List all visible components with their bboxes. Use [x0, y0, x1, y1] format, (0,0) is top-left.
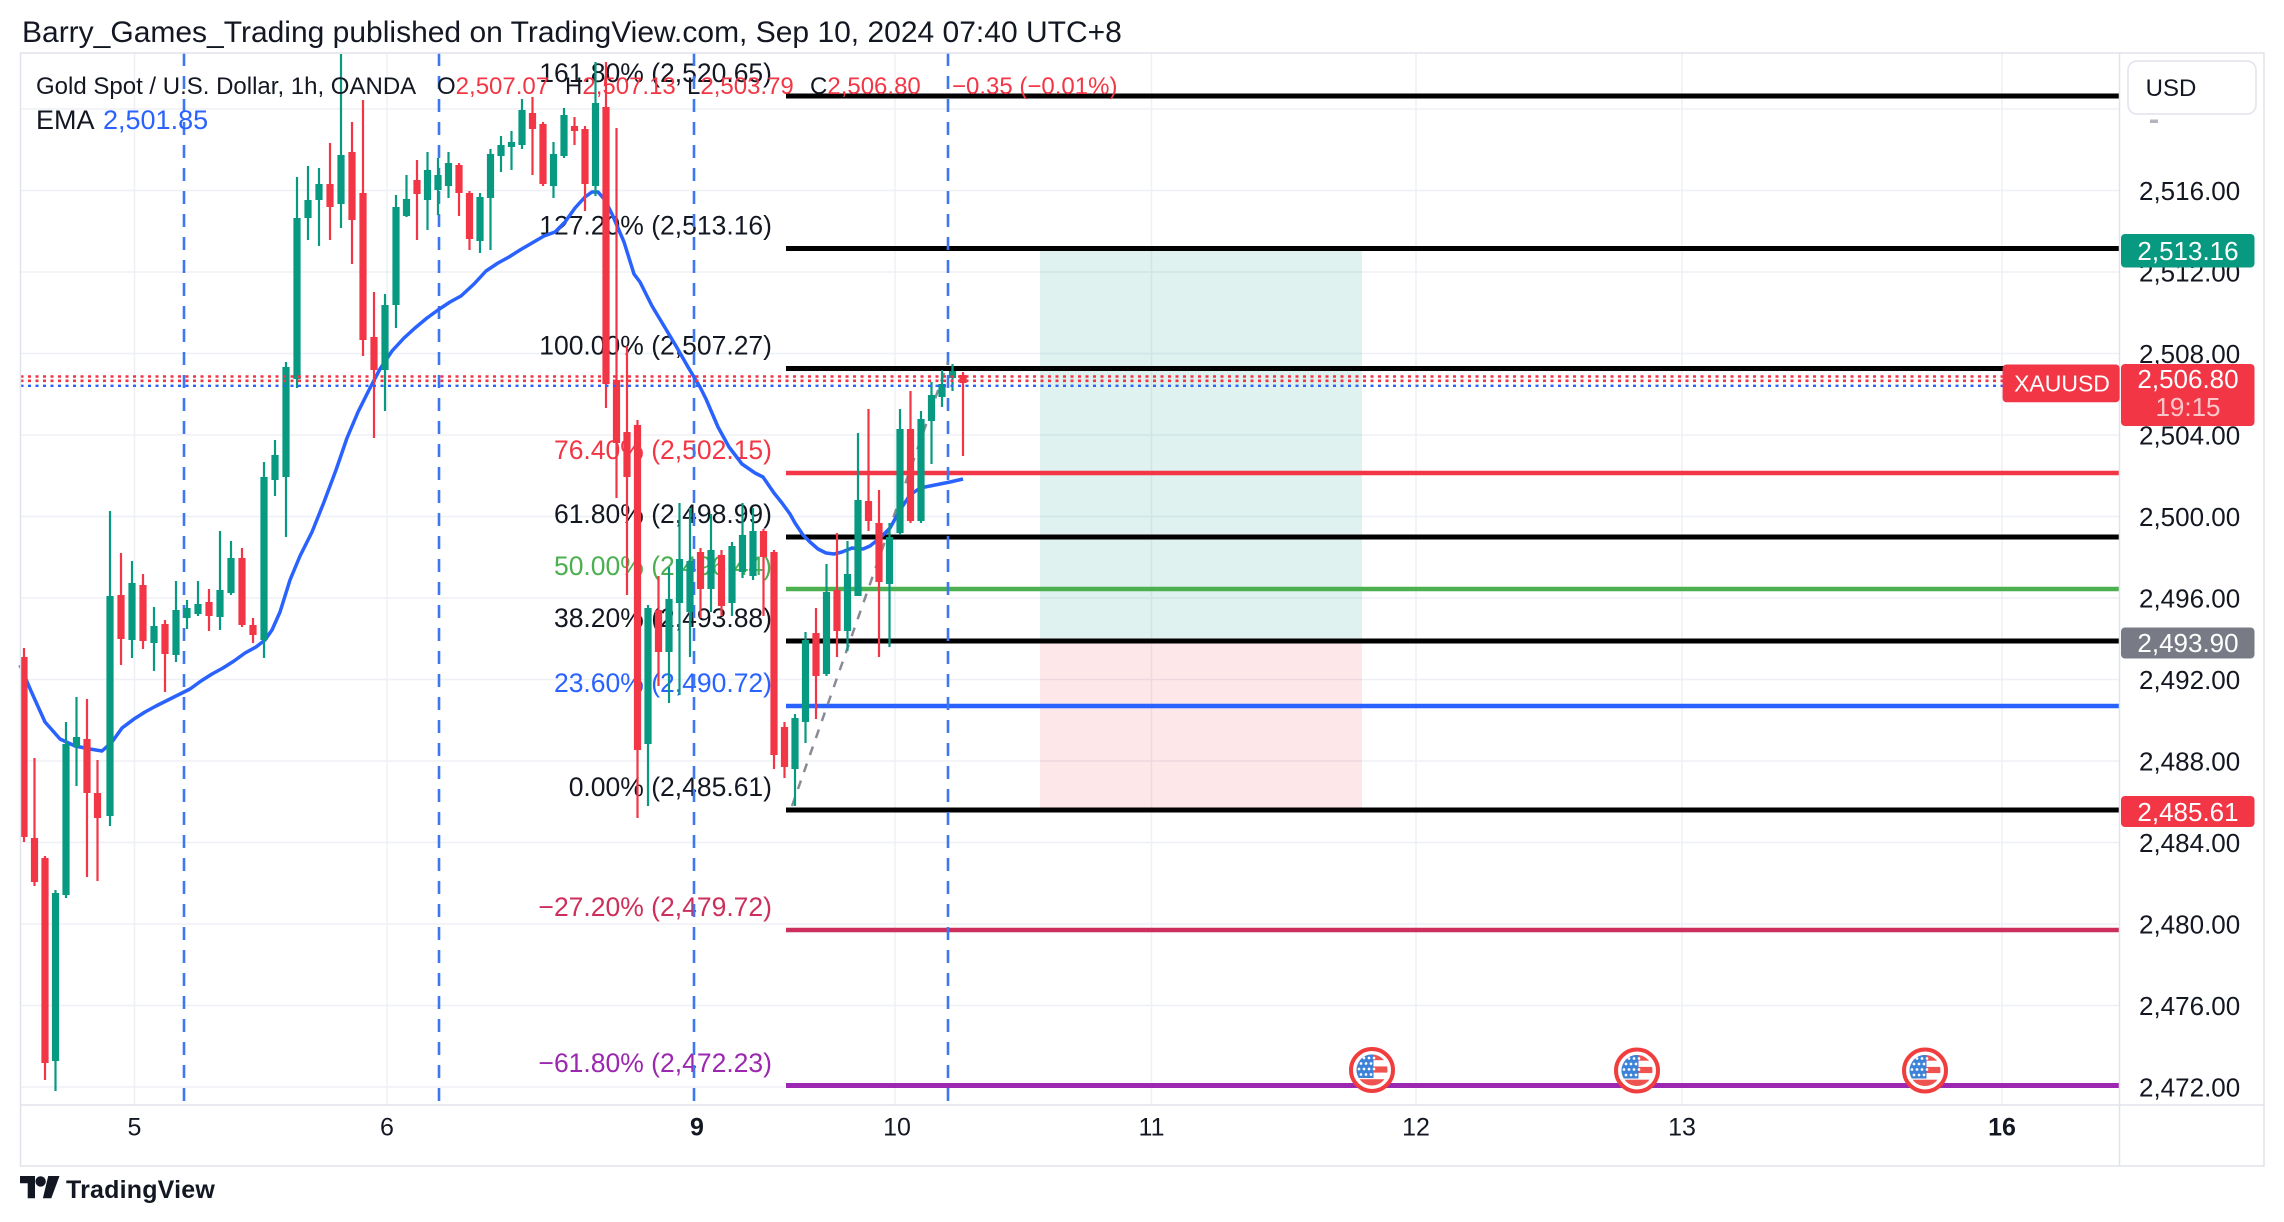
svg-text:2,508.00: 2,508.00: [2139, 339, 2240, 369]
svg-text:76.40% (2,502.15): 76.40% (2,502.15): [554, 435, 772, 465]
svg-text:2,480.00: 2,480.00: [2139, 909, 2240, 939]
svg-text:2,500.00: 2,500.00: [2139, 502, 2240, 532]
svg-text:2,501.85: 2,501.85: [103, 105, 208, 135]
svg-text:9: 9: [690, 1114, 704, 1142]
svg-text:2,476.00: 2,476.00: [2139, 991, 2240, 1021]
svg-text:2,485.61: 2,485.61: [2137, 797, 2238, 827]
svg-text:−61.80% (2,472.23): −61.80% (2,472.23): [538, 1048, 772, 1078]
svg-text:161.80% (2,520.65): 161.80% (2,520.65): [539, 58, 772, 88]
svg-text:0.00% (2,485.61): 0.00% (2,485.61): [569, 772, 772, 802]
svg-text:XAUUSD: XAUUSD: [2014, 371, 2110, 397]
svg-text:−0.35 (−0.01%): −0.35 (−0.01%): [952, 73, 1117, 100]
svg-text:5: 5: [128, 1114, 142, 1142]
svg-text:61.80% (2,498.99): 61.80% (2,498.99): [554, 499, 772, 529]
svg-text:2,472.00: 2,472.00: [2139, 1072, 2240, 1102]
svg-text:2,516.00: 2,516.00: [2139, 176, 2240, 206]
svg-text:H2,507.13: H2,507.13: [565, 73, 676, 100]
svg-text:6: 6: [380, 1114, 394, 1142]
svg-text:USD: USD: [2146, 75, 2197, 102]
svg-text:16: 16: [1988, 1114, 2016, 1142]
svg-text:127.20% (2,513.16): 127.20% (2,513.16): [539, 211, 772, 241]
svg-text:Barry_Games_Trading published: Barry_Games_Trading published on Trading…: [22, 16, 1122, 49]
svg-text:38.20% (2,493.88): 38.20% (2,493.88): [554, 603, 772, 633]
svg-text:12: 12: [1402, 1114, 1430, 1142]
svg-text:2,506.80: 2,506.80: [2137, 364, 2238, 394]
svg-text:2,513.16: 2,513.16: [2137, 236, 2238, 266]
svg-text:L2,503.79: L2,503.79: [687, 73, 794, 100]
svg-text:23.60% (2,490.72): 23.60% (2,490.72): [554, 668, 772, 698]
svg-text:2,493.90: 2,493.90: [2137, 628, 2238, 658]
svg-text:EMA: EMA: [36, 105, 95, 135]
svg-text:13: 13: [1668, 1114, 1696, 1142]
svg-text:11: 11: [1139, 1114, 1165, 1142]
svg-text:Gold Spot / U.S. Dollar, 1h, O: Gold Spot / U.S. Dollar, 1h, OANDA: [36, 73, 416, 100]
svg-text:50.00% (2,496.44): 50.00% (2,496.44): [554, 551, 772, 581]
svg-text:TradingView: TradingView: [66, 1176, 215, 1204]
svg-text:2,488.00: 2,488.00: [2139, 746, 2240, 776]
svg-text:2,484.00: 2,484.00: [2139, 828, 2240, 858]
svg-text:O2,507.07: O2,507.07: [437, 73, 549, 100]
svg-text:−27.20% (2,479.72): −27.20% (2,479.72): [538, 892, 772, 922]
svg-text:100.00% (2,507.27): 100.00% (2,507.27): [539, 331, 772, 361]
svg-text:C2,506.80: C2,506.80: [810, 73, 921, 100]
svg-text:10: 10: [883, 1114, 911, 1142]
svg-text:2,496.00: 2,496.00: [2139, 583, 2240, 613]
svg-text:2,492.00: 2,492.00: [2139, 665, 2240, 695]
svg-text:19:15: 19:15: [2155, 392, 2220, 422]
